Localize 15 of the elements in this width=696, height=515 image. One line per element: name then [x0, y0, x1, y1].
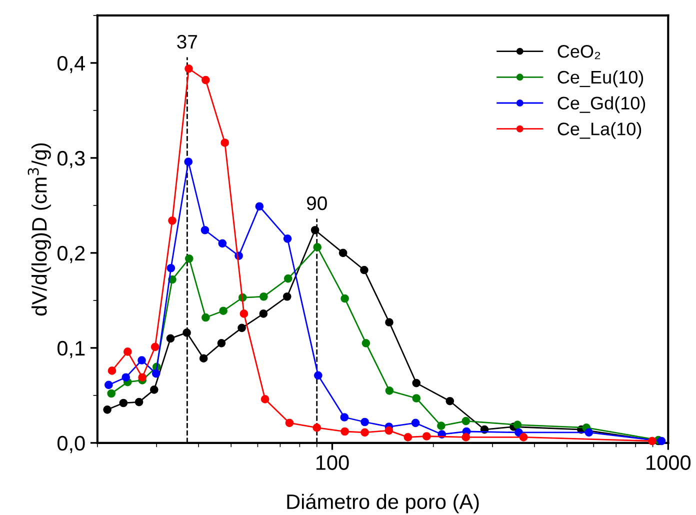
y-tick-label: 0,1 [57, 340, 85, 358]
x-tick-label: 1000 [646, 455, 691, 470]
ref-line-label: 90 [306, 196, 327, 210]
legend-label: Ce_Eu(10) [558, 70, 644, 88]
y-tick-label: 0,3 [57, 150, 85, 168]
y-tick-label: 0,0 [57, 436, 85, 454]
x-axis-title: Diámetro de poro (A) [287, 494, 479, 514]
y-tick-label: 0,2 [57, 246, 85, 264]
y-axis-title: dV/d(log)D (cm$^{3}$/g) [28, 143, 51, 316]
legend-label: Ce_Gd(10) [558, 96, 646, 114]
y-tick-label: 0,4 [57, 56, 86, 74]
legend-label: CeO₂ [558, 45, 600, 60]
ref-line-label: 37 [177, 34, 198, 49]
legend-label: Ce_La(10) [558, 122, 642, 139]
x-tick-label: 100 [316, 455, 349, 470]
